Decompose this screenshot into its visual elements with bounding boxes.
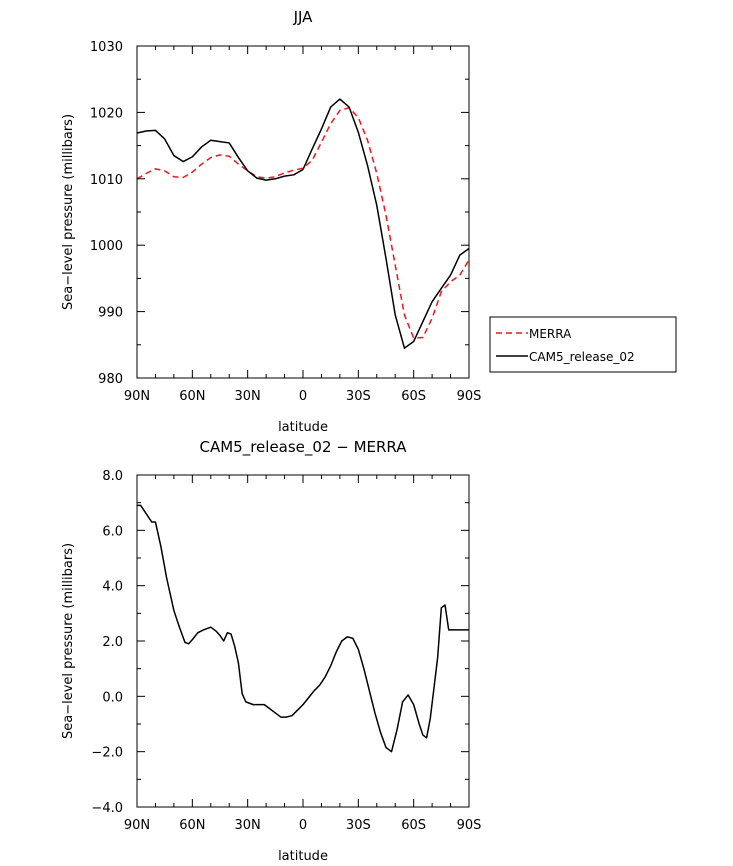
bottom-curves <box>137 504 469 753</box>
bottom-y-tick-label: 2.0 <box>102 635 123 650</box>
top-y-tick-label: 1030 <box>90 40 123 55</box>
bottom-y-tick-label: −4.0 <box>91 801 123 816</box>
legend-box <box>489 316 677 373</box>
bottom-ticks: 90N 60N 30N 0 30S 60S 90S −4.0 −2.0 0.0 2.0 4.0 6.0 8… <box>91 469 481 833</box>
bottom-panel: CAM5_release_02 − MERRA 90N 60N 30N 0 30S 60S… <box>61 438 481 864</box>
top-x-tick-label: 30S <box>346 389 371 404</box>
bottom-x-tick-label: 0 <box>299 818 307 833</box>
legend: MERRA CAM5_release_02 <box>489 316 677 373</box>
top-x-axis-label: latitude <box>278 420 328 435</box>
bottom-y-axis-label: Sea−level pressure (millibars) <box>61 543 76 739</box>
bottom-x-tick-label: 90S <box>457 818 482 833</box>
bottom-y-tick-label: −2.0 <box>91 746 123 761</box>
top-x-tick-label: 0 <box>299 389 307 404</box>
bottom-y-tick-label: 4.0 <box>102 580 123 595</box>
bottom-y-tick-label: 0.0 <box>102 690 123 705</box>
bottom-x-tick-label: 30S <box>346 818 371 833</box>
top-ticks: 90N 60N 30N 0 30S 60S 90S 980 990 1000 1010 1020 103… <box>90 40 481 404</box>
bottom-x-axis-label: latitude <box>278 849 328 864</box>
bottom-x-tick-label: 60S <box>401 818 426 833</box>
bottom-y-tick-label: 8.0 <box>102 469 123 484</box>
top-y-tick-label: 1020 <box>90 106 123 121</box>
top-y-tick-label: 990 <box>98 306 123 321</box>
legend-label-merra: MERRA <box>529 327 572 341</box>
top-y-tick-label: 1000 <box>90 239 123 254</box>
top-x-tick-label: 90N <box>124 389 150 404</box>
top-y-tick-label: 980 <box>98 372 123 387</box>
bottom-x-tick-label: 60N <box>179 818 205 833</box>
top-x-tick-label: 60N <box>179 389 205 404</box>
top-series-line-merra <box>136 107 470 339</box>
top-y-axis-label: Sea−level pressure (millibars) <box>61 114 76 310</box>
bottom-y-tick-label: 6.0 <box>102 524 123 539</box>
top-x-tick-label: 90S <box>457 389 482 404</box>
top-x-tick-label: 60S <box>401 389 426 404</box>
bottom-series-line-difference <box>137 504 469 753</box>
bottom-x-tick-label: 30N <box>235 818 261 833</box>
top-curves <box>136 98 470 349</box>
top-panel: JJA 90N 60N 30N 0 30S 60S 90S 980 990 1000 1010 102… <box>61 8 677 435</box>
legend-label-cam5: CAM5_release_02 <box>529 350 635 364</box>
top-series-line-cam5-release-02 <box>136 98 470 349</box>
bottom-plot-frame <box>136 474 470 808</box>
top-x-tick-label: 30N <box>235 389 261 404</box>
top-y-tick-label: 1010 <box>90 173 123 188</box>
bottom-chart-title: CAM5_release_02 − MERRA <box>199 438 407 457</box>
bottom-x-tick-label: 90N <box>124 818 150 833</box>
top-chart-title: JJA <box>293 8 314 26</box>
